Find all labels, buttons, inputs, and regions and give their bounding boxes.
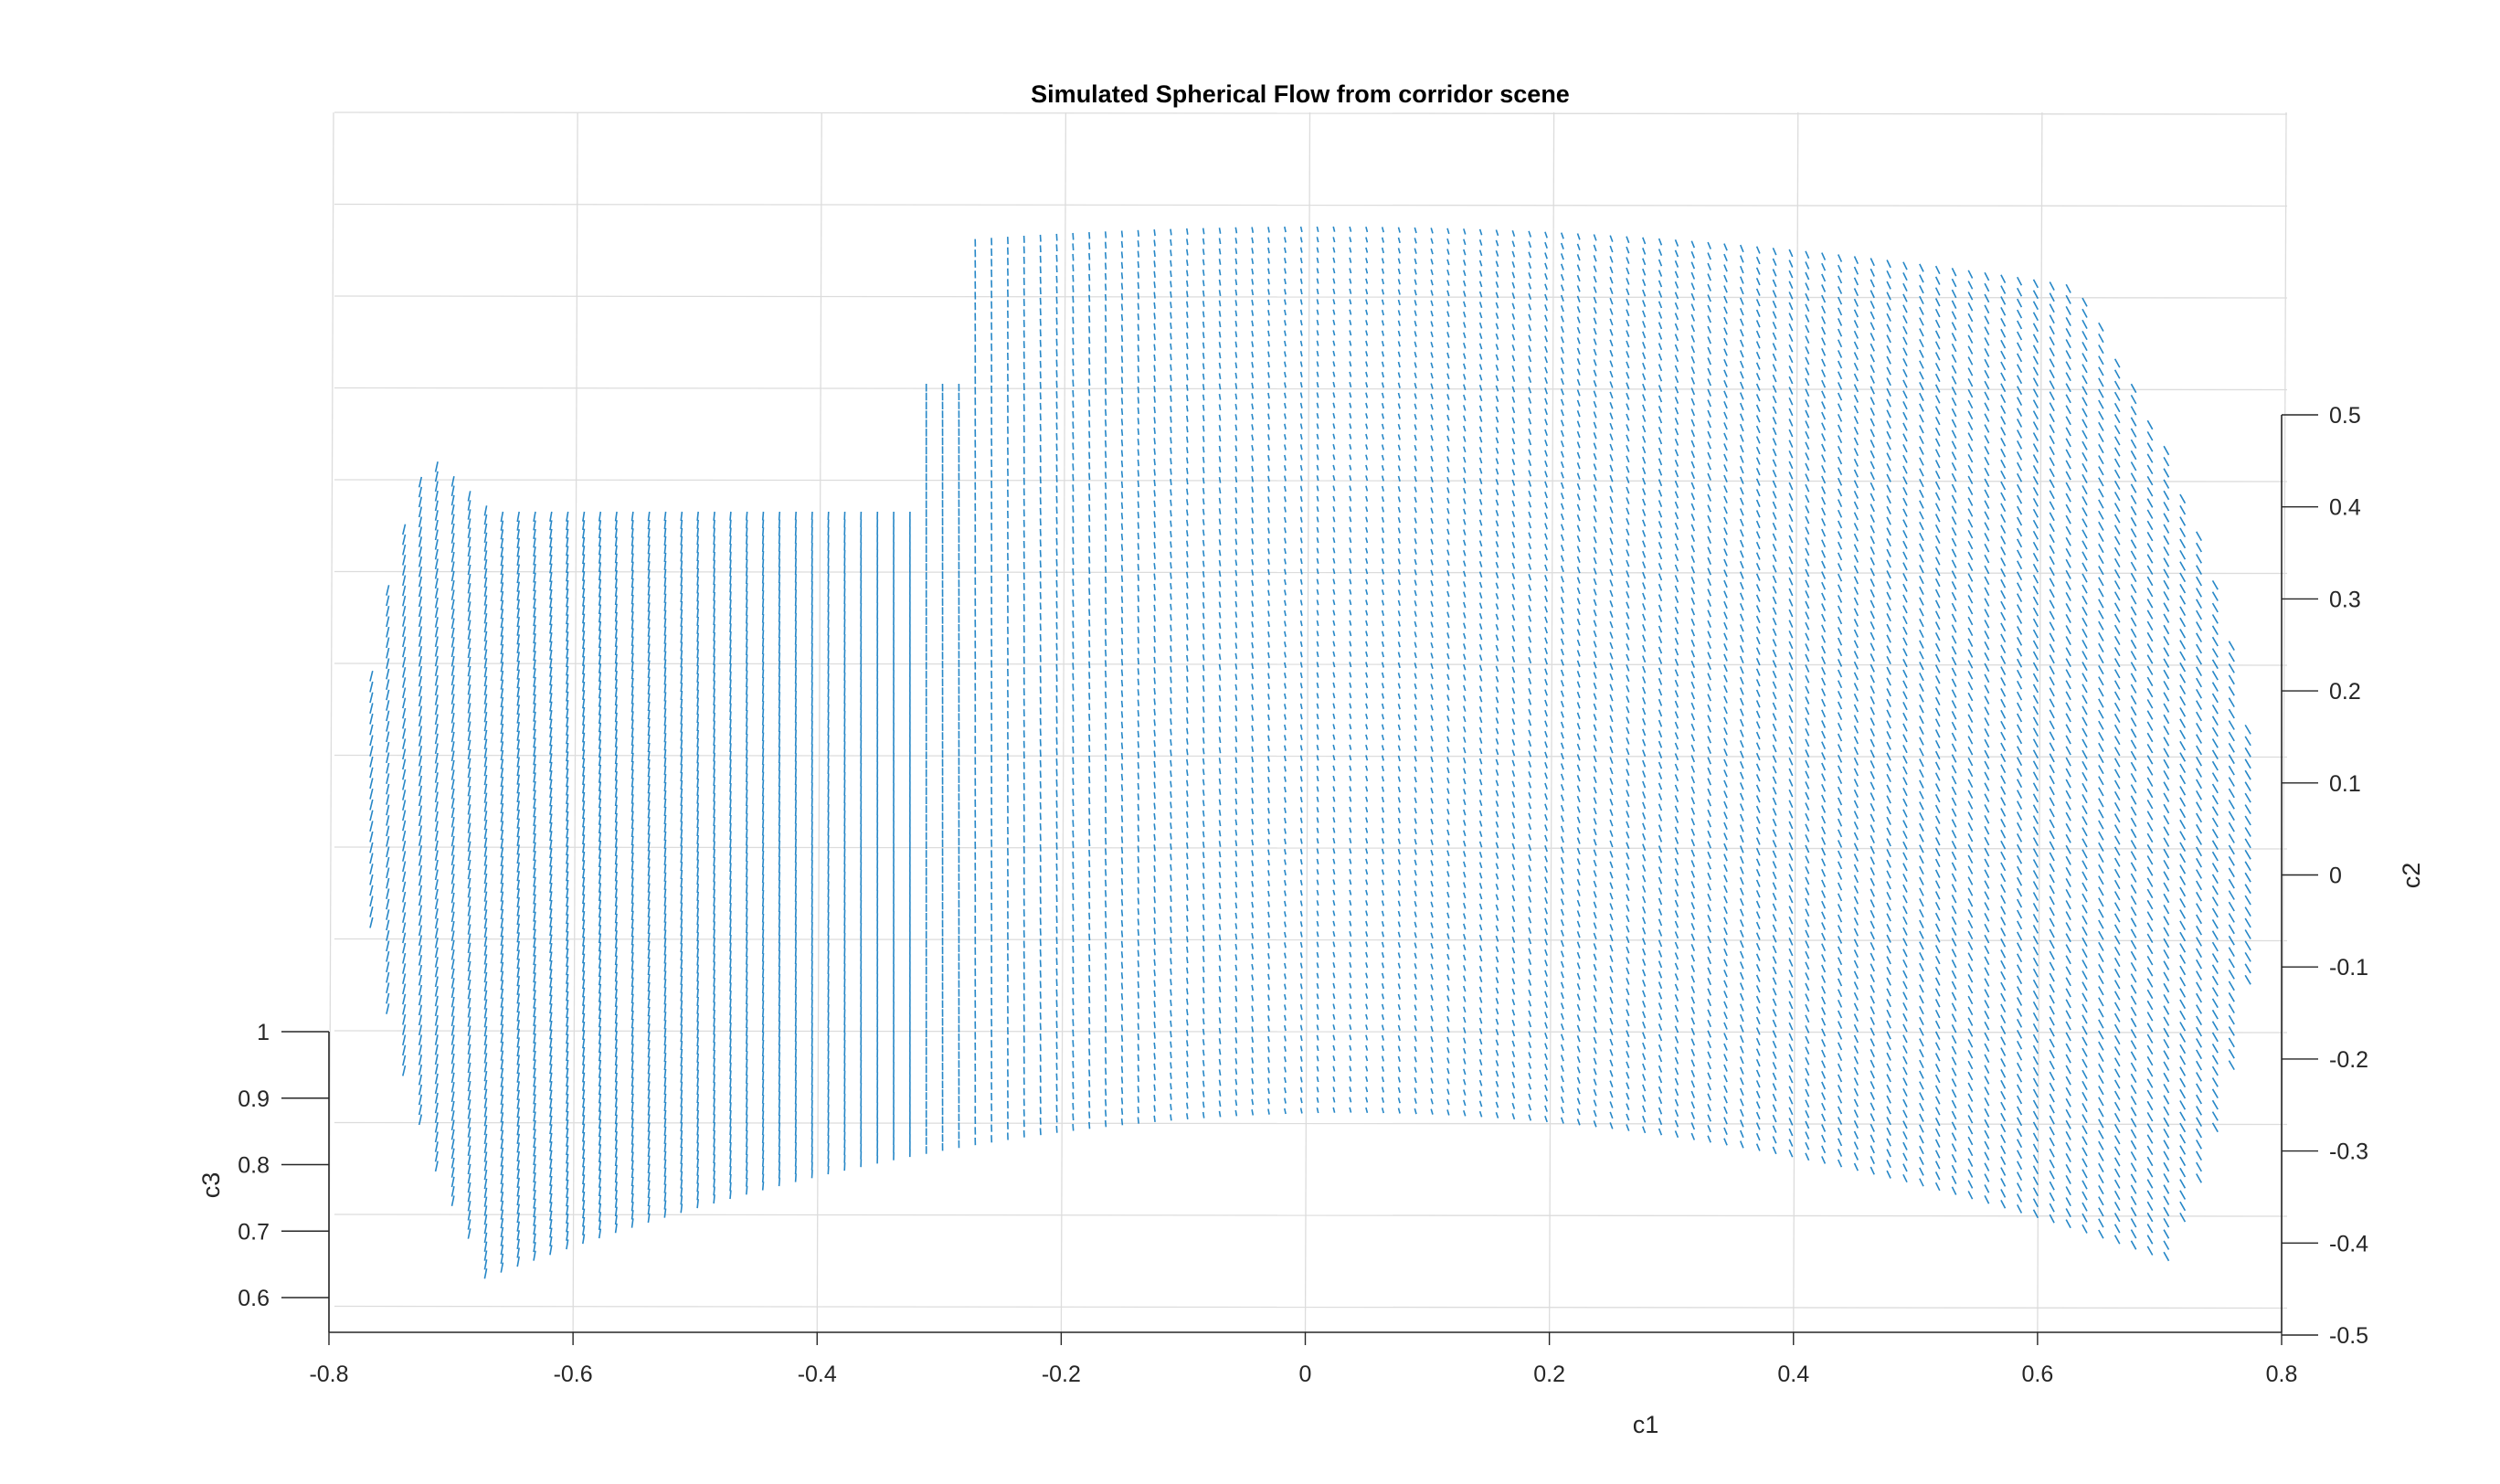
y-tick-label: -0.1 <box>2329 955 2368 980</box>
x-axis-label: c1 <box>1633 1411 1659 1438</box>
x-tick-labels: -0.8 -0.6 -0.4 -0.2 0 0.2 0.4 0.6 0.8 <box>309 1332 2297 1387</box>
grid-line-h <box>334 754 2288 758</box>
chart-title: Simulated Spherical Flow from corridor s… <box>1031 80 1570 108</box>
grid-line-h <box>334 1030 2288 1034</box>
y-tick-label: 0 <box>2329 864 2342 889</box>
z-tick-label: 0.7 <box>238 1219 270 1245</box>
y-axis-label: c2 <box>2398 863 2425 889</box>
quiver-vectors <box>369 226 2251 1279</box>
grid-line-x <box>572 111 578 1333</box>
x-tick-label: 0.6 <box>2021 1362 2053 1387</box>
y-tick-labels: -0.5 -0.4 -0.3 -0.2 -0.1 0 0.1 0.2 0.3 0.4 0.5 <box>2282 403 2368 1349</box>
x-tick-label: -0.6 <box>554 1362 593 1387</box>
x-tick-label: 0.2 <box>1533 1362 1565 1387</box>
x-tick-label: -0.8 <box>309 1362 348 1387</box>
grid-line-h <box>334 295 2288 299</box>
x-tick-label: -0.4 <box>798 1362 837 1387</box>
y-tick-label: -0.2 <box>2329 1047 2368 1073</box>
grid-line-x <box>1060 111 1067 1333</box>
grid-line-h <box>334 662 2288 666</box>
grid-line-h <box>334 203 2288 207</box>
x-tick-label: 0 <box>1299 1362 1312 1387</box>
z-tick-label: 0.6 <box>238 1286 270 1311</box>
grid-line-x <box>2037 111 2043 1333</box>
grid-line-x <box>1793 111 1799 1333</box>
y-tick-label: 0.5 <box>2329 403 2361 429</box>
x-tick-label: 0.8 <box>2266 1362 2298 1387</box>
grid-line-x <box>328 111 334 1333</box>
x-tick-label: -0.2 <box>1042 1362 1081 1387</box>
grid-line-h <box>334 479 2288 482</box>
grid-line-h <box>334 938 2288 942</box>
y-tick-label: -0.4 <box>2329 1231 2368 1256</box>
grid-line-h <box>334 1305 2288 1309</box>
grid-line-x <box>1548 111 1555 1333</box>
grid-line-x <box>2281 111 2287 1333</box>
grid-line-h <box>334 111 2288 115</box>
grid-line-x <box>1304 111 1311 1333</box>
grid-lines <box>328 111 2288 1333</box>
grid-line-h <box>334 846 2288 850</box>
grid-line-h <box>334 387 2288 391</box>
z-tick-label: 1 <box>257 1020 270 1045</box>
z-tick-label: 0.9 <box>238 1086 270 1112</box>
z-tick-label: 0.8 <box>238 1153 270 1179</box>
grid-line-h <box>334 1121 2288 1126</box>
grid-line-x <box>816 111 822 1333</box>
z-tick-labels: 0.6 0.7 0.8 0.9 1 <box>238 1020 329 1311</box>
y-tick-label: 0.1 <box>2329 771 2361 797</box>
quiver-arrows <box>369 226 2251 1279</box>
y-tick-label: -0.5 <box>2329 1323 2368 1349</box>
y-tick-label: -0.3 <box>2329 1140 2368 1165</box>
grid-line-h <box>334 1214 2288 1217</box>
y-tick-label: 0.2 <box>2329 679 2361 705</box>
y-tick-label: 0.3 <box>2329 587 2361 612</box>
z-axis-label: c3 <box>197 1172 225 1199</box>
x-tick-label: 0.4 <box>1777 1362 1809 1387</box>
y-tick-label: 0.4 <box>2329 495 2361 521</box>
grid-line-h <box>334 570 2288 575</box>
